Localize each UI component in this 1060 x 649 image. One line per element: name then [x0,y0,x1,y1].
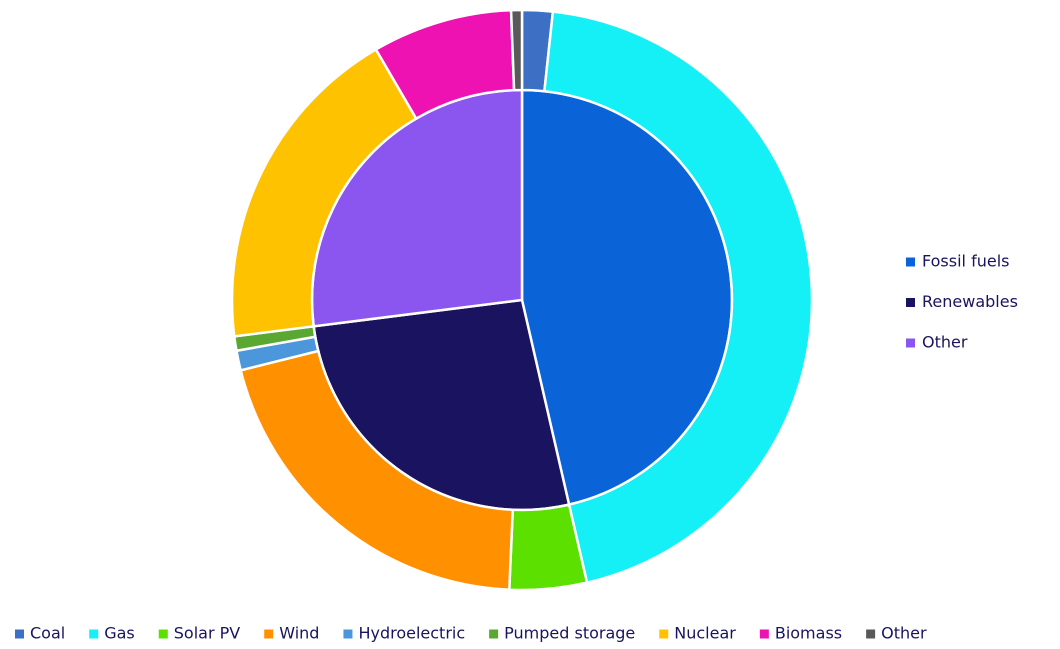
legend-swatch [659,629,669,639]
legend-swatch [906,298,915,307]
slice [543,10,814,585]
legend-swatch [343,629,353,639]
legend-label: Pumped storage [504,624,635,643]
legend-swatch [489,629,499,639]
legend-swatch [89,629,99,639]
legend-label: Solar PV [174,624,241,643]
legend-label: Nuclear [674,624,736,643]
legend-swatch [759,629,769,639]
legend-label: Other [881,624,927,643]
legend-label: Fossil fuels [922,252,1009,271]
legend-label: Wind [279,624,319,643]
legend-swatch [264,629,274,639]
slice [509,8,524,92]
legend-swatch [15,629,24,639]
legend-label: Gas [104,624,135,643]
legend-label: Hydroelectric [358,624,465,643]
legend-label: Biomass [775,624,842,643]
legend-swatch [158,629,168,639]
legend-swatch [866,629,876,639]
legend-label: Other [922,333,968,352]
legend-swatch [906,257,915,267]
legend-label: Renewables [922,292,1018,311]
legend-swatch [906,338,915,348]
legend-label: Coal [30,624,65,643]
